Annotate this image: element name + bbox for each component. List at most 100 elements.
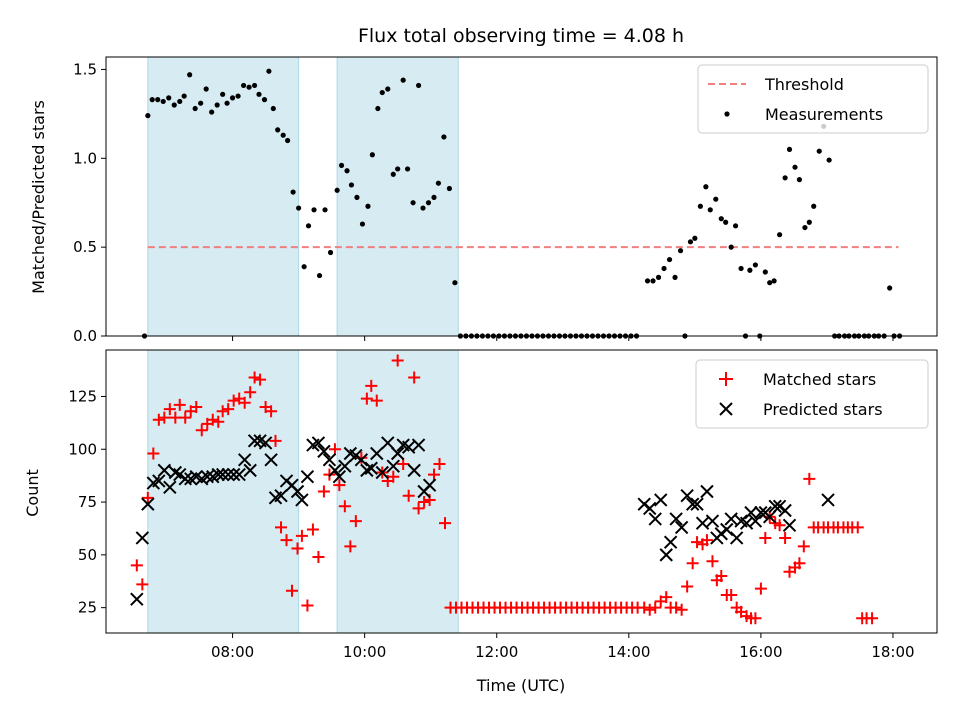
measurement-point [655, 274, 662, 280]
matched-star-point [418, 496, 431, 509]
legend-threshold-label: Threshold [764, 75, 844, 94]
matched-star-point [643, 603, 656, 616]
measurement-point [713, 196, 719, 202]
measurement-point [782, 175, 788, 181]
matched-star-point [206, 413, 219, 426]
measurement-point [316, 272, 323, 279]
matched-star-point [803, 472, 816, 485]
measurement-point [762, 269, 768, 275]
predicted-star-point [643, 501, 657, 516]
predicted-star-point [401, 440, 416, 454]
matched-star-point [700, 534, 713, 547]
matched-star-point [749, 612, 762, 625]
predicted-star-point [360, 463, 374, 478]
matched-star-point [195, 424, 208, 437]
matched-star-point [660, 591, 673, 604]
chart-title: Flux total observing time = 4.08 h [358, 25, 684, 47]
measurement-point [650, 278, 656, 284]
measurement-point [379, 89, 385, 96]
predicted-star-point [654, 493, 668, 507]
measurement-point [697, 203, 703, 209]
measurement-point [338, 162, 345, 169]
measurement-point [224, 100, 230, 106]
x-tick-label: 14:00 [607, 643, 650, 661]
matched-star-point [715, 569, 728, 582]
measurement-point [155, 97, 161, 103]
measurement-point [301, 264, 307, 270]
matched-star-point [686, 557, 699, 570]
measurement-point [703, 184, 709, 190]
matched-star-point [412, 502, 425, 515]
measurement-point [666, 256, 673, 263]
predicted-star-point [163, 480, 177, 494]
measurement-point [752, 262, 758, 268]
predicted-star-point [237, 453, 252, 467]
matched-star-point [851, 521, 864, 534]
predicted-star-point [375, 465, 389, 480]
top-legend-box [697, 64, 929, 134]
matched-star-point [333, 479, 346, 492]
matched-star-point [408, 371, 421, 384]
legend-predicted-swatch [719, 402, 733, 416]
measurement-point [270, 105, 276, 112]
measurement-point [718, 216, 724, 222]
predicted-star-point [211, 467, 225, 482]
matched-star-point [147, 447, 160, 460]
matched-star-point [152, 413, 165, 426]
matched-star-point [691, 536, 704, 549]
measurement-point [390, 171, 396, 177]
measurement-point [692, 235, 698, 241]
predicted-star-point [390, 446, 405, 461]
matched-star-point [141, 491, 154, 504]
matched-star-point [286, 584, 299, 597]
measurement-point [285, 137, 291, 144]
measurement-point [251, 82, 258, 89]
predicted-star-point [685, 497, 700, 511]
predicted-star-point [221, 467, 235, 482]
x-tick-label: 18:00 [871, 643, 914, 661]
predicted-star-point [232, 467, 246, 482]
predicted-star-point [317, 444, 331, 459]
measurement-point [296, 205, 302, 211]
predicted-star-point [322, 453, 337, 467]
measurement-point [375, 105, 381, 112]
predicted-star-point [724, 512, 738, 526]
measurement-point [187, 72, 193, 78]
matched-star-point [759, 531, 772, 544]
measurement-point [160, 98, 166, 105]
legend-predicted-label: Predicted stars [763, 400, 883, 419]
measurement-point [806, 219, 812, 225]
measurement-point [290, 189, 296, 195]
matched-star-point [269, 434, 282, 447]
top-panel: 0.0 0.5 1.0 1.5 Matched/Predicted stars Thr… [29, 56, 938, 345]
measurement-point [266, 68, 272, 74]
predicted-star-point [200, 470, 214, 484]
matched-star-point [675, 603, 688, 616]
predicted-star-point [821, 493, 835, 507]
measurement-point [235, 93, 241, 99]
measurement-point [723, 219, 729, 225]
measurement-point [359, 221, 366, 227]
matched-star-point [248, 371, 261, 384]
bot-y-tick-label: 100 [68, 440, 97, 458]
measurement-point [400, 77, 406, 83]
predicted-star-point [168, 465, 183, 480]
measurement-point [687, 239, 694, 245]
matched-star-point [254, 373, 267, 386]
measurement-point [672, 274, 678, 280]
matched-star-point [328, 443, 341, 456]
matched-star-point [238, 396, 251, 409]
matched-star-point [866, 612, 879, 625]
measurement-point [767, 280, 773, 286]
predicted-star-point [264, 453, 278, 467]
predicted-star-point [290, 484, 305, 499]
measurement-point [738, 265, 744, 272]
predicted-star-point [720, 522, 734, 537]
matched-star-point [173, 398, 186, 411]
predicted-star-point [411, 438, 426, 452]
top-y-tick-label: 0.5 [73, 238, 97, 256]
matched-star-point [397, 458, 410, 471]
predicted-star-point [130, 592, 144, 606]
predicted-star-point [762, 510, 777, 524]
bot-shaded-interval-1 [336, 349, 459, 634]
